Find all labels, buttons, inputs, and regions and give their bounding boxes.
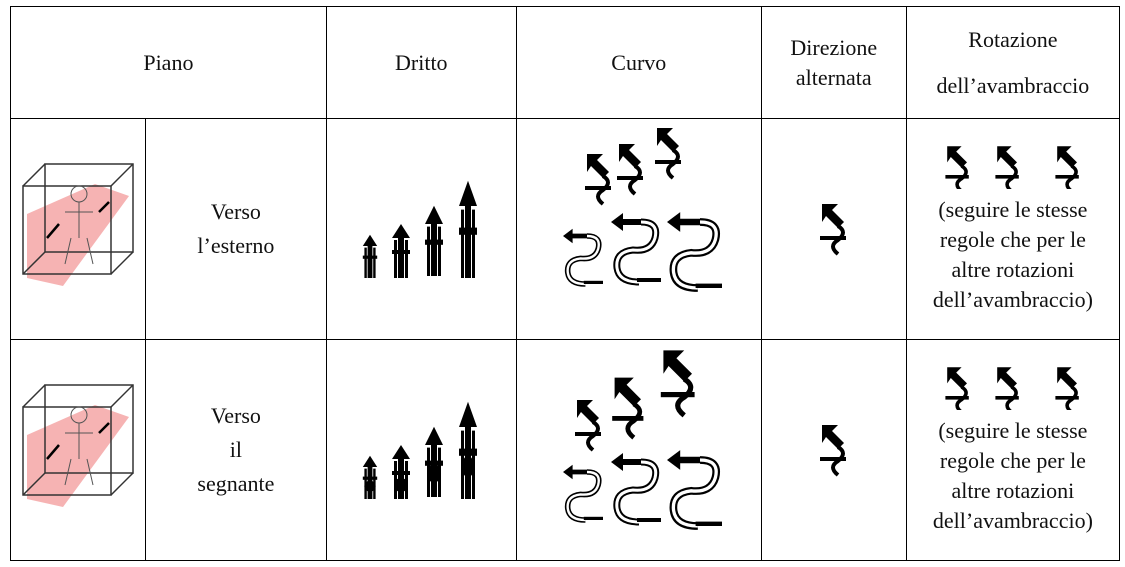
row-label: il [229,437,242,462]
sign-table: Piano Dritto Curvo Direzione alternata Ro… [10,6,1121,561]
icon-cell [515,118,762,340]
row: Verso l’esterno (seguire le stesse regole … [10,118,1121,340]
header-text: dell’avambraccio [936,72,1090,98]
row-label: l’esterno [197,233,275,258]
sign-icons [363,180,478,278]
label-cell: Verso il segnante [145,339,327,561]
sign-icons [943,144,1081,193]
image-cell [10,118,146,340]
note-text: dell’avambraccio) [932,508,1093,533]
sign-icons [539,342,739,552]
note-text: (seguire le stesse [938,197,1088,222]
header-cell: Piano [10,6,327,119]
sign-icons [817,202,848,256]
plane-illustration [21,383,135,509]
label-cell: Verso l’esterno [145,118,327,340]
header-cell: Curvo [515,6,762,119]
header-text: Direzione [790,34,878,60]
icon-cell [760,118,907,340]
sign-icons [363,401,478,499]
note-cell: (seguire le stesse regole che per le altre… [905,339,1121,561]
note-text: dell’avambraccio) [932,287,1093,312]
header-text: Rotazione [968,26,1058,52]
header-cell: Direzione alternata [760,6,907,119]
icon-cell [325,118,517,340]
header-cell: Dritto [325,6,517,119]
row-label: Verso [210,403,261,428]
note-text: regole che per le [939,227,1086,252]
row-label: segnante [197,471,275,496]
sign-icons [943,365,1081,415]
note-text: altre rotazioni [951,257,1075,282]
icon-cell [515,339,762,561]
note-text: (seguire le stesse [938,418,1088,443]
note-text: regole che per le [939,448,1086,473]
image-cell [10,339,146,561]
header-text: alternata [795,64,872,90]
header-text: Curvo [611,49,667,75]
icon-cell [325,339,517,561]
row: Verso il segnante (seguire le stesse regole… [10,339,1121,561]
row-label: Verso [210,199,261,224]
sign-icons [817,423,848,477]
sign-icons [539,126,739,326]
icon-cell [760,339,907,561]
header-text: Piano [143,49,194,75]
plane-illustration [21,162,135,288]
note-cell: (seguire le stesse regole che per le altre… [905,118,1121,340]
note-text: altre rotazioni [951,478,1075,503]
header-cell: Rotazione dell’avambraccio [905,6,1121,119]
header-text: Dritto [395,49,448,75]
header-row: Piano Dritto Curvo Direzione alternata Ro… [10,6,1121,119]
